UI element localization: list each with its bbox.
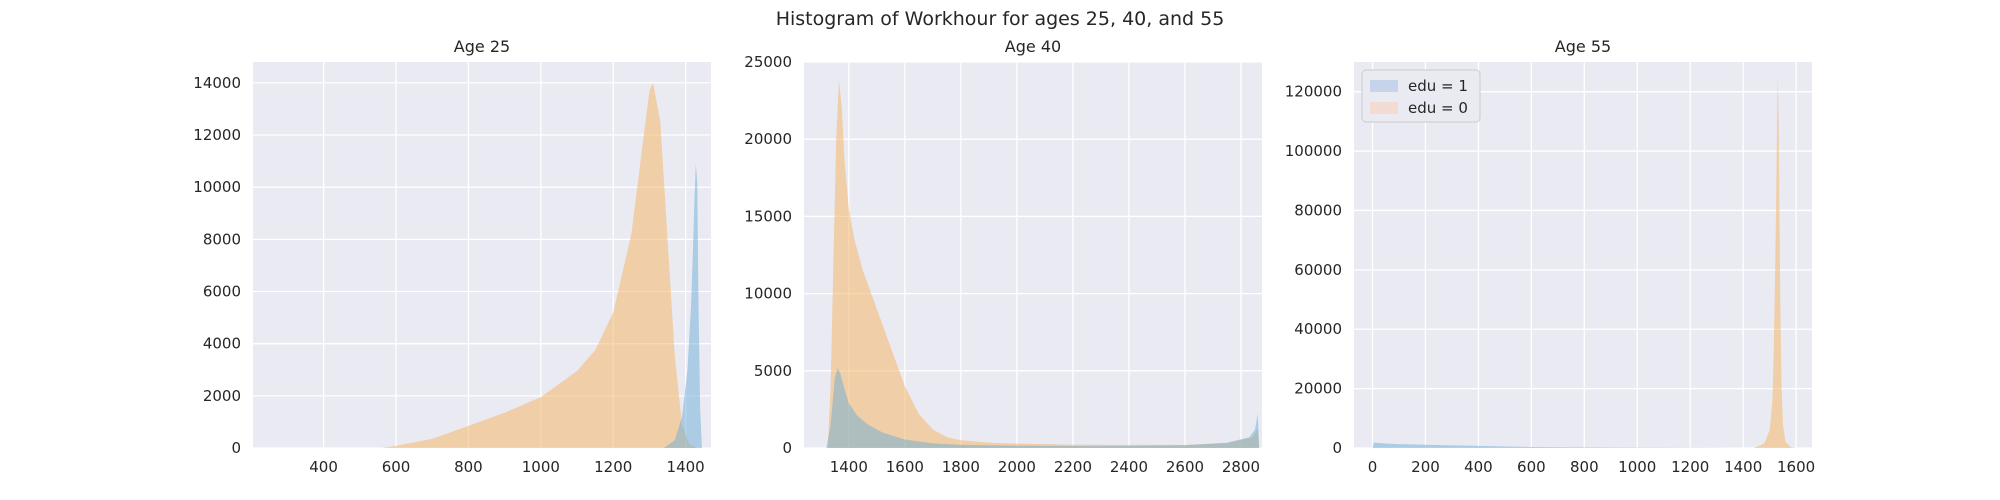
histogram-edu-1 bbox=[826, 367, 1260, 448]
y-tick-label: 20000 bbox=[1294, 380, 1342, 398]
y-tick-label: 6000 bbox=[203, 283, 241, 301]
x-tick-label: 200 bbox=[1411, 458, 1440, 476]
legend-label: edu = 1 bbox=[1408, 77, 1468, 95]
x-tick-label: 1000 bbox=[1618, 458, 1656, 476]
legend-swatch bbox=[1370, 80, 1398, 92]
y-tick-label: 80000 bbox=[1294, 201, 1342, 219]
x-tick-label: 1600 bbox=[1777, 458, 1815, 476]
y-tick-label: 40000 bbox=[1294, 320, 1342, 338]
x-tick-label: 600 bbox=[1517, 458, 1546, 476]
histogram-edu-0 bbox=[381, 82, 697, 449]
x-tick-label: 600 bbox=[382, 458, 411, 476]
x-tick-label: 1600 bbox=[886, 458, 924, 476]
legend-swatch bbox=[1370, 102, 1398, 114]
histogram-edu-0 bbox=[827, 80, 1260, 448]
x-tick-label: 1200 bbox=[594, 458, 632, 476]
y-tick-label: 0 bbox=[782, 439, 792, 457]
y-tick-label: 100000 bbox=[1285, 142, 1342, 160]
x-tick-label: 800 bbox=[454, 458, 483, 476]
y-tick-label: 20000 bbox=[744, 130, 792, 148]
x-tick-label: 0 bbox=[1368, 458, 1378, 476]
x-tick-label: 2600 bbox=[1166, 458, 1204, 476]
chart-panel-1: 400 600 800 1000 1200 14000200040006000800010… bbox=[193, 37, 711, 476]
y-tick-label: 10000 bbox=[193, 178, 241, 196]
y-tick-label: 60000 bbox=[1294, 261, 1342, 279]
x-tick-label: 1400 bbox=[830, 458, 868, 476]
x-tick-label: 1800 bbox=[942, 458, 980, 476]
histogram-edu-0 bbox=[1753, 76, 1797, 448]
x-tick-label: 2000 bbox=[998, 458, 1036, 476]
x-tick-label: 1200 bbox=[1671, 458, 1709, 476]
panel-title: Age 55 bbox=[1555, 37, 1611, 56]
x-tick-label: 1000 bbox=[522, 458, 560, 476]
y-tick-label: 8000 bbox=[203, 230, 241, 248]
chart-panel-3: 0 200 400 600 800 1000 1200 1400 1600 0 20000 40000… bbox=[1285, 37, 1815, 476]
x-tick-label: 2800 bbox=[1222, 458, 1260, 476]
y-tick-label: 0 bbox=[231, 439, 241, 457]
legend-label: edu = 0 bbox=[1408, 99, 1468, 117]
panel-title: Age 25 bbox=[454, 37, 510, 56]
plot-area bbox=[1354, 62, 1812, 448]
x-tick-label: 1400 bbox=[1724, 458, 1762, 476]
figure-title: Histogram of Workhour for ages 25, 40, a… bbox=[776, 8, 1225, 30]
panel-title: Age 40 bbox=[1005, 37, 1061, 56]
y-tick-label: 4000 bbox=[203, 335, 241, 353]
y-tick-label: 0 bbox=[1332, 439, 1342, 457]
x-tick-label: 800 bbox=[1570, 458, 1599, 476]
chart-panels: 400 600 800 1000 1200 14000200040006000800010… bbox=[193, 37, 1815, 476]
x-tick-label: 2400 bbox=[1110, 458, 1148, 476]
x-tick-label: 2200 bbox=[1054, 458, 1092, 476]
histogram-edu-1 bbox=[663, 163, 702, 448]
legend: edu = 1 edu = 0 bbox=[1361, 69, 1481, 123]
x-tick-label: 400 bbox=[309, 458, 338, 476]
y-tick-label: 15000 bbox=[744, 207, 792, 225]
y-tick-label: 5000 bbox=[754, 362, 792, 380]
y-tick-label: 2000 bbox=[203, 387, 241, 405]
y-tick-label: 120000 bbox=[1285, 83, 1342, 101]
y-tick-label: 10000 bbox=[744, 285, 792, 303]
chart-panel-2: 1400 1600 1800 2000 2200 2400 2600 2800 0 5000 100… bbox=[744, 37, 1262, 476]
y-tick-label: 12000 bbox=[193, 126, 241, 144]
x-tick-label: 400 bbox=[1464, 458, 1493, 476]
y-tick-label: 25000 bbox=[744, 53, 792, 71]
histogram-edu-1 bbox=[1372, 442, 1744, 448]
x-tick-label: 1400 bbox=[667, 458, 705, 476]
y-tick-label: 14000 bbox=[193, 74, 241, 92]
